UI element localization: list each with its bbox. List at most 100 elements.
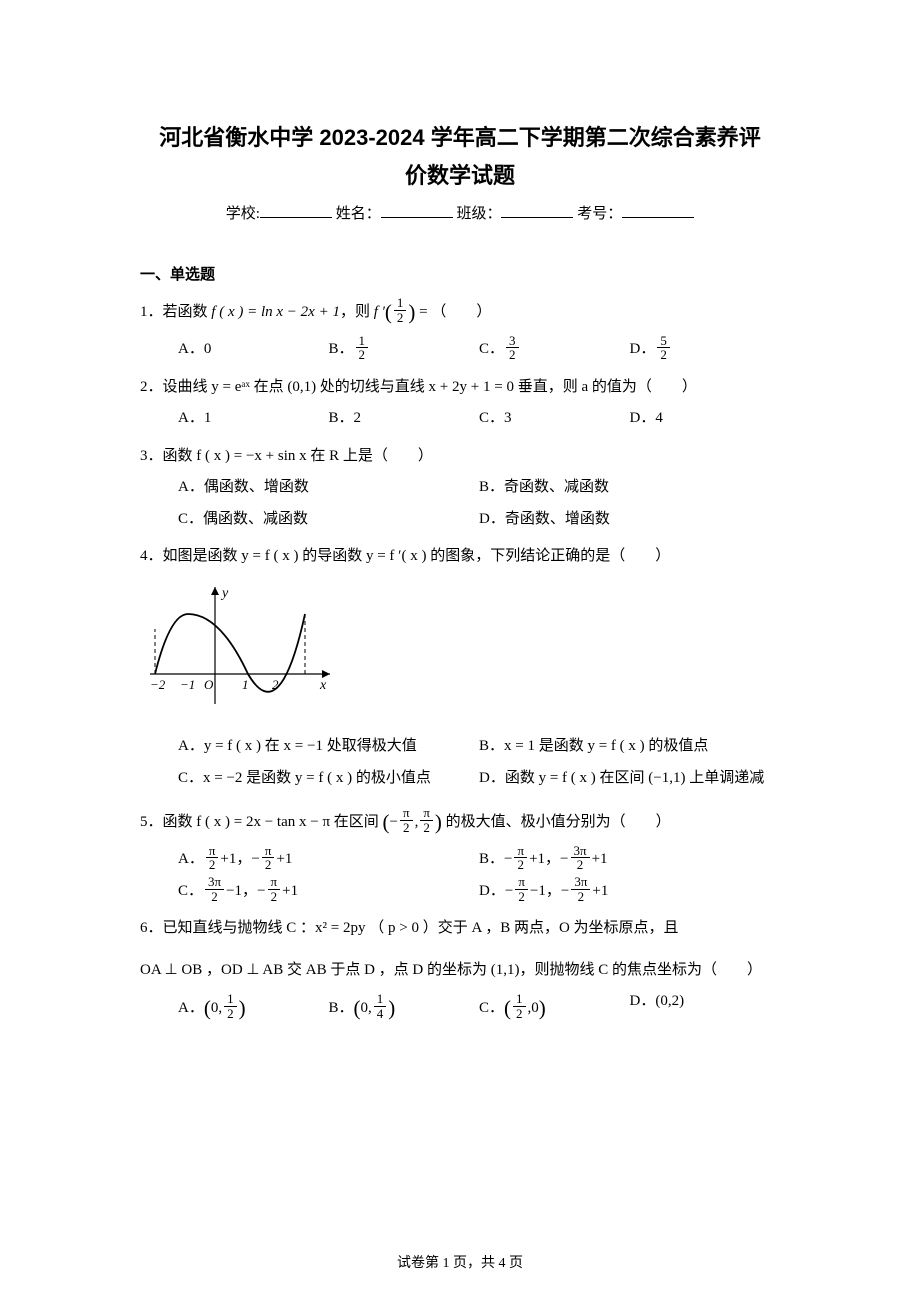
q5-stem-before: 函数 f ( x ) = 2x − tan x − π 在区间 [163,814,383,830]
q1-arg-den: 2 [394,310,407,325]
q5-stem-after: 的极大值、极小值分别为（ ） [442,814,671,830]
q6-c-y: ,0 [528,1000,539,1016]
q4-derivative-graph: −2 −1 O 1 2 x y [140,579,340,709]
q1-lparen: ( [385,300,392,324]
q5-int-close: ) [435,810,442,834]
q5-b-t1s: − [504,851,512,867]
q1-d-num: 5 [657,334,670,348]
q6-a-label: A． [178,1000,204,1016]
q6-c-label: C． [479,1000,504,1016]
section-1-heading: 一、单选题 [140,263,780,284]
svg-text:y: y [220,586,229,601]
q1-options: A．0 B．12 C．32 D．52 [140,334,780,366]
q5-a-label: A． [178,851,204,867]
q5-hi-frac: π2 [420,806,433,834]
q1-option-a: A．0 [178,334,329,366]
question-4: 4．如图是函数 y = f ( x ) 的导函数 y = f ′( x ) 的图… [140,541,780,794]
q4-figure: −2 −1 O 1 2 x y [140,579,780,722]
q6-b-x: 0, [361,1000,372,1016]
q1-stem: 1．若函数 f ( x ) = ln x − 2x + 1，则 f ′(12) … [140,290,780,334]
q1-fprime-arg: 12 [394,296,407,324]
q1-func-def: f ( x ) = ln x − 2x + 1 [211,304,340,320]
q6-a-yd: 2 [224,1006,237,1021]
q1-b-frac: 12 [356,334,369,362]
q5-lo-den: 2 [400,820,413,835]
q6-a-open: ( [204,996,211,1020]
title-line-2: 价数学试题 [140,158,780,190]
q2-option-c: C．3 [479,403,630,435]
q6-stem: 6．已知直线与抛物线 C ：x² = 2py （ p > 0 ）交于 A ，B … [140,913,780,986]
q4-stem: 4．如图是函数 y = f ( x ) 的导函数 y = f ′( x ) 的图… [140,541,780,573]
q1-option-d: D．52 [630,334,781,366]
q5-d-f1n: π [515,875,528,889]
q4-option-c: C．x = −2 是函数 y = f ( x ) 的极小值点 [178,763,479,795]
q6-c-close: ) [539,996,546,1020]
q5-hi-num: π [420,806,433,820]
q6-d-text: (0,2) [655,993,684,1009]
q1-number: 1． [140,304,163,320]
q5-c-label: C． [178,883,203,899]
q6-a-x: 0, [211,1000,222,1016]
q5-b-t1tail: +1， [529,851,560,867]
q3-options: A．偶函数、增函数 B．奇函数、减函数 C．偶函数、减函数 D．奇函数、增函数 [140,472,780,535]
question-5: 5．函数 f ( x ) = 2x − tan x − π 在区间 (−π2,π… [140,800,780,907]
class-blank [501,203,573,218]
q1-option-b: B．12 [329,334,480,366]
q1-arg-num: 1 [394,296,407,310]
q6-b-label: B． [329,1000,354,1016]
q5-lo-sign: − [390,814,398,830]
q4-option-b: B．x = 1 是函数 y = f ( x ) 的极值点 [479,731,780,763]
q5-b-f2: 3π2 [571,844,590,872]
q3-stem: 3．函数 f ( x ) = −x + sin x 在 R 上是（ ） [140,441,780,473]
svg-text:2: 2 [272,677,279,692]
q5-c-t2tail: +1 [282,883,298,899]
q5-b-f1n: π [514,844,527,858]
q1-c-frac: 32 [506,334,519,362]
q3-option-a: A．偶函数、增函数 [178,472,479,504]
q5-a-f1: π2 [206,844,219,872]
question-3: 3．函数 f ( x ) = −x + sin x 在 R 上是（ ） A．偶函… [140,441,780,536]
q6-stem-l1: 已知直线与抛物线 C ：x² = 2py （ p > 0 ）交于 A ，B 两点… [163,920,679,936]
svg-text:−2: −2 [150,677,166,692]
q5-lo-num: π [400,806,413,820]
q2-option-a: A．1 [178,403,329,435]
q3-option-d: D．奇函数、增函数 [479,504,780,536]
q5-option-b: B．−π2+1，−3π2+1 [479,844,780,876]
q6-b-open: ( [354,996,361,1020]
q6-b-close: ) [388,996,395,1020]
q5-options: A．π2+1，−π2+1 B．−π2+1，−3π2+1 C．3π2−1，−π2+… [140,844,780,907]
q6-a-frac: 12 [224,992,237,1020]
q3-stem-text: 函数 f ( x ) = −x + sin x 在 R 上是（ ） [163,448,433,464]
q4-option-d: D．函数 y = f ( x ) 在区间 (−1,1) 上单调递减 [479,763,780,795]
q5-d-t2tail: +1 [592,883,608,899]
meta-line: 学校: 姓名： 班级： 考号： [140,202,780,223]
q5-c-f1: 3π2 [205,875,224,903]
exam-no-label: 考号： [577,206,622,222]
q6-c-xd: 2 [513,1006,526,1021]
q5-number: 5． [140,814,163,830]
q5-d-f2: 3π2 [571,875,590,903]
q5-b-f2d: 2 [571,857,590,872]
q1-d-label: D． [630,341,656,357]
q5-option-a: A．π2+1，−π2+1 [178,844,479,876]
q5-d-f2d: 2 [571,889,590,904]
q5-option-d: D．−π2−1，−3π2+1 [479,876,780,908]
q6-options: A．(0,12) B．(0,14) C．(12,0) D．(0,2) [140,986,780,1030]
q6-d-label: D． [630,993,656,1009]
q5-c-f2: π2 [268,875,281,903]
q6-stem-l2: OA ⊥ OB ，OD ⊥ AB 交 AB 于点 D ，点 D 的坐标为 (1,… [140,955,780,987]
q2-stem: 2．设曲线 y = eᵃˣ 在点 (0,1) 处的切线与直线 x + 2y + … [140,372,780,404]
q6-c-open: ( [504,996,511,1020]
q1-stem-before: 若函数 [163,304,212,320]
q5-a-f1d: 2 [206,857,219,872]
question-6: 6．已知直线与抛物线 C ：x² = 2py （ p > 0 ）交于 A ，B … [140,913,780,1030]
q5-b-t2s: − [560,851,568,867]
q5-comma: , [415,814,419,830]
q5-a-f2d: 2 [262,857,275,872]
q5-lo-frac: π2 [400,806,413,834]
q5-c-f2n: π [268,875,281,889]
q1-b-num: 1 [356,334,369,348]
q6-c-frac: 12 [513,992,526,1020]
q1-fprime: f ′ [374,304,385,320]
q5-b-f1d: 2 [514,857,527,872]
